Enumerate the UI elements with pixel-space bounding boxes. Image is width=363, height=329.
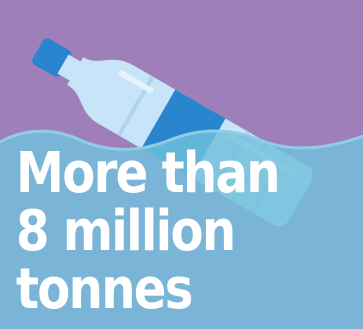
headline: More than 8 million tonnes xyxy=(16,141,281,322)
headline-line-1: More than xyxy=(16,141,281,206)
headline-line-2: 8 million xyxy=(16,199,236,264)
water-waves xyxy=(0,131,363,329)
headline-line-3: tonnes xyxy=(16,257,193,322)
